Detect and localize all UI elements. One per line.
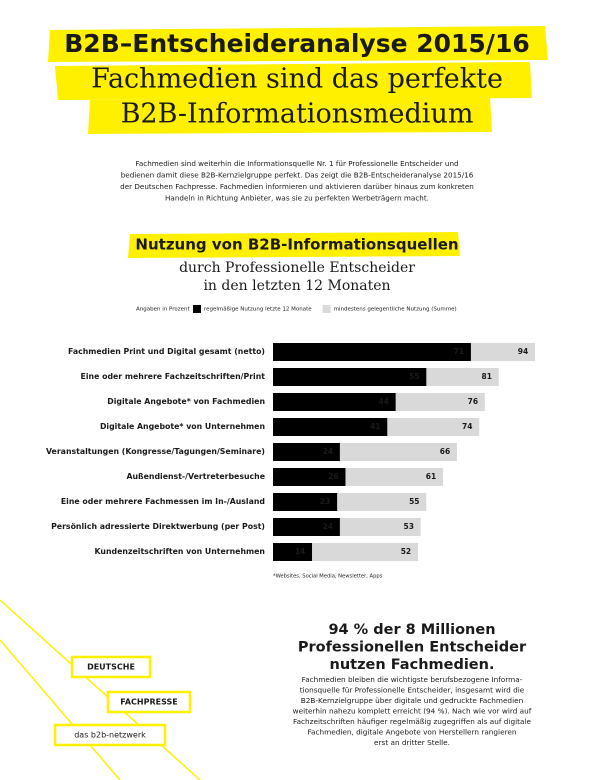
highlight-headline: Professionellen Entscheider [298, 640, 527, 656]
bar [273, 343, 471, 361]
logo-text: DEUTSCHE [87, 663, 135, 672]
category-label: Kundenzeitschriften von Unternehmen [95, 547, 265, 556]
chart-subtitle: in den letzten 12 Monaten [203, 278, 390, 294]
legend-label: mindestens gelegentliche Nutzung (Summe) [334, 307, 457, 313]
highlight-body: tionsquelle für Professionelle Entscheid… [300, 686, 525, 695]
highlight [55, 62, 532, 100]
category-label: Eine oder mehrere Fachzeitschriften/Prin… [81, 372, 266, 381]
footnote: *Websites, Social Media, Newsletter, App… [273, 574, 383, 580]
value-label: 76 [468, 397, 478, 406]
category-label: Außendienst-/Vertreterbesuche [126, 472, 265, 481]
bar [273, 518, 340, 536]
title: Fachmedien sind das perfekte [91, 64, 503, 95]
highlight [128, 232, 460, 258]
bar [273, 418, 388, 436]
value-label: 24 [323, 522, 333, 531]
logo-text: das b2b-netzwerk [74, 731, 146, 740]
highlight-body: Fachzeitschriften häufiger regelmäßig zu… [293, 717, 531, 726]
highlight-body: weiterhin nahezu komplett erreicht (94 %… [293, 707, 532, 716]
intro-text: Fachmedien sind weiterhin die Informatio… [135, 159, 458, 168]
content: B2B–Entscheideranalyse 2015/16 Fachmedien… [46, 29, 535, 747]
value-label: 94 [518, 347, 528, 356]
value-label: 55 [409, 372, 419, 381]
bar [273, 468, 346, 486]
category-label: Eine oder mehrere Fachmessen im In-/Ausl… [61, 497, 265, 506]
value-label: 74 [462, 422, 472, 431]
decor [0, 639, 121, 780]
value-label: 53 [404, 522, 414, 531]
highlight-body: B2B-Kernzielgruppe über digitale und ged… [301, 696, 523, 705]
intro-text: bedienen damit diese B2B-Kernzielgruppe … [121, 171, 474, 180]
legend-swatch [193, 305, 201, 313]
intro-text: der Deutschen Fachpresse. Fachmedien inf… [120, 182, 474, 191]
bar [273, 493, 338, 511]
chart-subtitle: durch Professionelle Entscheider [179, 260, 415, 276]
category-label: Digitale Angebote* von Unternehmen [100, 422, 265, 431]
highlight [48, 26, 548, 62]
category-label: Digitale Angebote* von Fachmedien [107, 397, 265, 406]
value-label: 55 [409, 497, 419, 506]
highlight-body: Fachmedien bleiben die wichtigste berufs… [302, 675, 523, 684]
value-label: 14 [295, 547, 305, 556]
bar [273, 368, 427, 386]
legend-swatch [322, 305, 331, 313]
highlight-body: erst an dritter Stelle. [374, 738, 450, 747]
bar [273, 543, 313, 561]
chart-title: Nutzung von B2B-Informationsquellen [135, 236, 458, 254]
highlight [88, 97, 492, 134]
highlight-headline: nutzen Fachmedien. [330, 657, 495, 673]
legend-label: regelmäßige Nutzung letzte 12 Monate [204, 307, 312, 313]
value-label: 24 [323, 447, 333, 456]
value-label: 61 [426, 472, 436, 481]
logo-text: FACHPRESSE [120, 698, 177, 707]
legend-note: Angaben in Prozent [136, 307, 190, 313]
value-label: 52 [401, 547, 411, 556]
value-label: 81 [482, 372, 492, 381]
value-label: 44 [378, 397, 388, 406]
title: B2B–Entscheideranalyse 2015/16 [64, 29, 529, 58]
highlight-headline: 94 % der 8 Millionen [328, 622, 495, 638]
value-label: 23 [320, 497, 330, 506]
logo-box [70, 655, 152, 679]
logo-box [53, 723, 167, 747]
value-label: 71 [454, 347, 464, 356]
highlight-body: Fachmedien, digitale Angebote von Herste… [307, 728, 516, 737]
logo-box [106, 690, 192, 714]
bar [273, 393, 396, 411]
category-label: Persönlich adressierte Direktwerbung (pe… [51, 522, 265, 531]
value-label: 41 [370, 422, 380, 431]
category-label: Veranstaltungen (Kongresse/Tagungen/Semi… [46, 447, 265, 456]
decor [0, 599, 201, 780]
intro-text: Handeln in Richtung Anbieter, was sie zu… [165, 194, 429, 203]
title: B2B-Informationsmedium [121, 99, 474, 130]
value-label: 66 [440, 447, 450, 456]
category-label: Fachmedien Print und Digital gesamt (net… [68, 347, 265, 356]
value-label: 26 [328, 472, 338, 481]
bar [273, 443, 340, 461]
